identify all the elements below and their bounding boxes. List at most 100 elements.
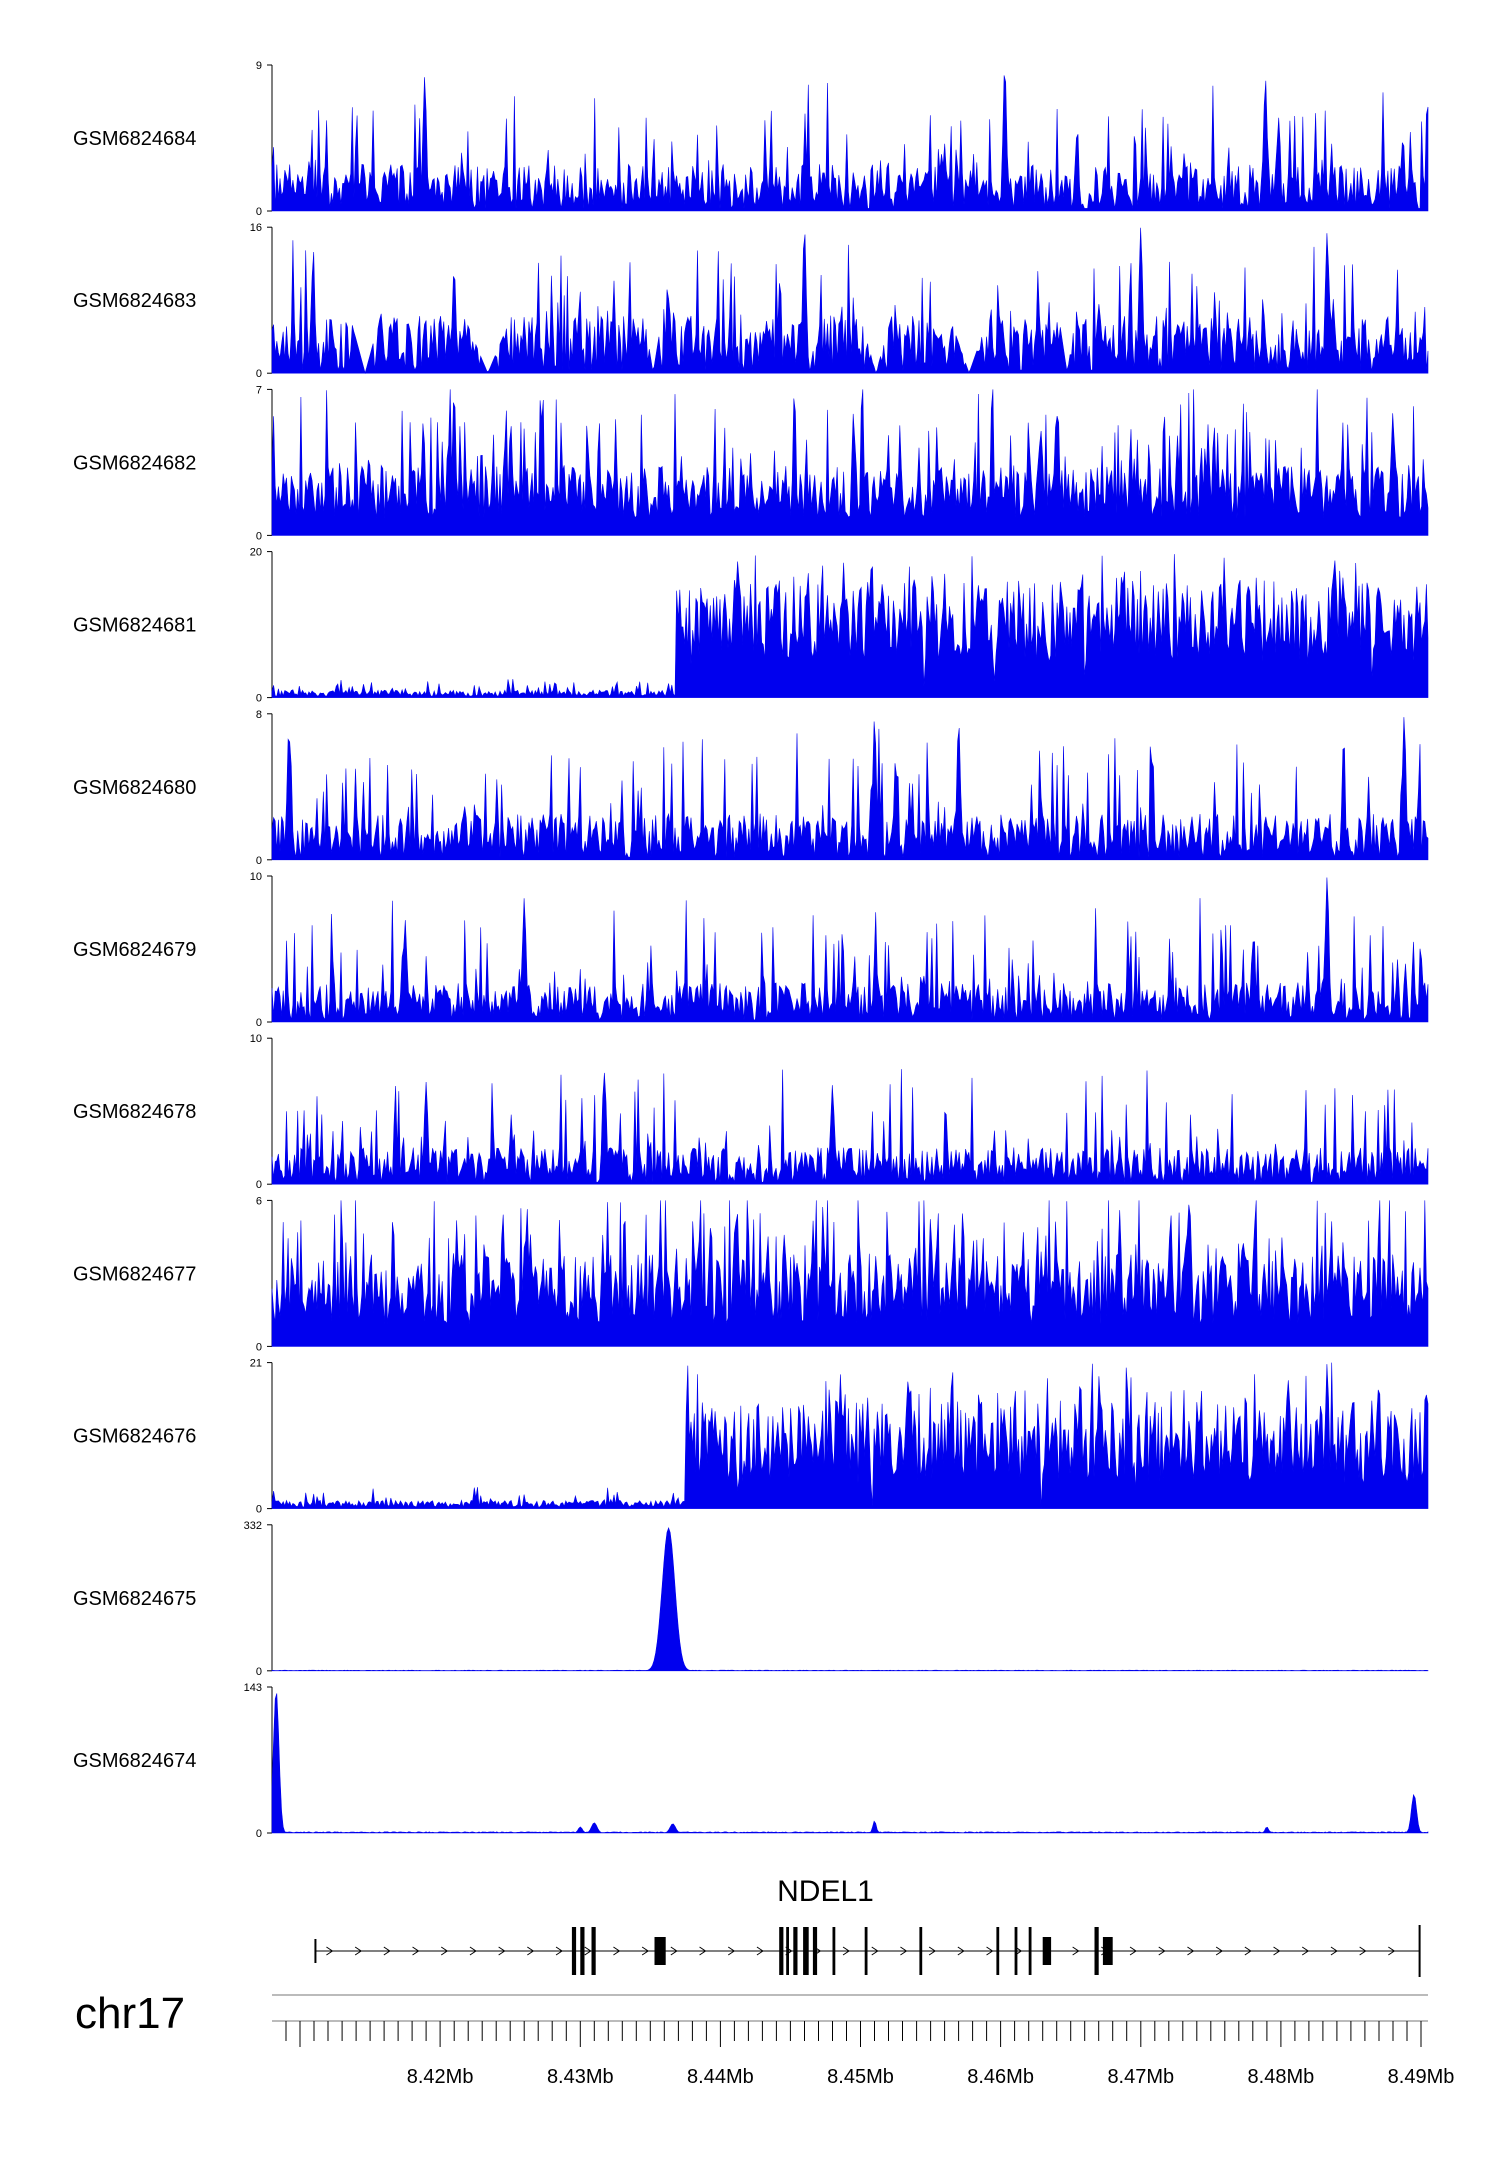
strand-arrow-icon — [527, 1946, 535, 1956]
track-label: GSM6824677 — [73, 1263, 196, 1285]
track-ymin-label: 0 — [256, 1504, 262, 1516]
track-ymin-label: 0 — [256, 1666, 262, 1678]
strand-arrow-icon — [1215, 1946, 1224, 1956]
gene-exon — [580, 1927, 585, 1975]
track-ymin-label: 0 — [256, 693, 262, 705]
strand-arrow-icon — [1129, 1946, 1137, 1956]
track-ymin-label: 0 — [256, 206, 262, 218]
axis-tick-label: 8.46Mb — [967, 2066, 1034, 2088]
track-ymax-label: 6 — [256, 1195, 262, 1207]
track-ymax-label: 10 — [250, 871, 262, 883]
track-GSM6824679: GSM6824679 10 0 — [73, 871, 1429, 1029]
gene-exon — [1094, 1927, 1099, 1975]
strand-arrow-icon — [1301, 1946, 1310, 1956]
coverage-area — [271, 1200, 1429, 1347]
strand-arrow-icon — [555, 1946, 563, 1956]
strand-arrow-icon — [900, 1946, 908, 1956]
strand-arrow-icon — [383, 1946, 391, 1956]
track-ymax-label: 16 — [250, 222, 262, 234]
strand-arrow-icon — [986, 1946, 994, 1956]
strand-arrow-icon — [412, 1946, 420, 1956]
coverage-area — [271, 717, 1429, 861]
axis-tick-label: 8.43Mb — [547, 2066, 614, 2088]
track-label: GSM6824679 — [73, 939, 196, 961]
strand-arrow-icon — [1359, 1946, 1367, 1956]
strand-arrow-icon — [670, 1946, 678, 1956]
track-GSM6824674: GSM6824674 143 0 — [73, 1682, 1429, 1840]
track-GSM6824680: GSM6824680 8 0 — [73, 709, 1429, 867]
coverage-tracks: GSM682468490GSM6824683160GSM682468270GSM… — [73, 60, 1429, 1840]
gene-exon — [1028, 1927, 1032, 1975]
coverage-area — [271, 554, 1429, 698]
strand-arrow-icon — [1244, 1946, 1252, 1956]
strand-arrow-icon — [613, 1946, 621, 1956]
track-ymax-label: 20 — [250, 547, 262, 559]
track-label: GSM6824680 — [73, 777, 196, 799]
track-GSM6824683: GSM6824683 16 0 — [73, 222, 1429, 380]
strand-arrow-icon — [498, 1946, 506, 1956]
track-ymax-label: 143 — [244, 1682, 262, 1694]
coverage-area — [271, 75, 1429, 212]
strand-arrow-icon — [1072, 1946, 1080, 1956]
gene-exon — [571, 1927, 577, 1975]
track-ymax-label: 21 — [250, 1358, 262, 1370]
strand-arrow-icon — [469, 1946, 477, 1956]
coverage-area — [271, 1526, 1429, 1672]
axis-tick-label: 8.44Mb — [687, 2066, 754, 2088]
chromosome-label: chr17 — [75, 1989, 185, 2038]
strand-arrow-icon — [1187, 1946, 1195, 1956]
track-GSM6824677: GSM6824677 6 0 — [73, 1195, 1429, 1353]
track-label: GSM6824676 — [73, 1426, 196, 1448]
strand-arrow-icon — [354, 1946, 363, 1956]
gene-exon — [1102, 1937, 1113, 1965]
strand-arrow-icon — [584, 1946, 592, 1956]
strand-arrow-icon — [957, 1946, 965, 1956]
track-label: GSM6824681 — [73, 615, 196, 637]
gene-exon — [779, 1927, 784, 1975]
gene-exon — [812, 1927, 818, 1975]
genomic-axis: chr17 8.42Mb 8.43Mb 8.44Mb 8.45Mb 8.46Mb 8.47… — [75, 1989, 1454, 2088]
strand-arrow-icon — [326, 1946, 334, 1956]
coverage-area — [271, 877, 1429, 1023]
track-GSM6824676: GSM6824676 21 0 — [73, 1358, 1429, 1516]
track-GSM6824678: GSM6824678 10 0 — [73, 1033, 1429, 1191]
axis-tick-label: 8.47Mb — [1107, 2066, 1174, 2088]
track-ymax-label: 7 — [256, 384, 262, 396]
strand-arrow-icon — [756, 1946, 764, 1956]
strand-arrow-icon — [699, 1946, 707, 1956]
strand-arrow-icon — [1330, 1946, 1338, 1956]
track-label: GSM6824682 — [73, 452, 196, 474]
track-GSM6824684: GSM6824684 9 0 — [73, 60, 1429, 218]
coverage-area — [271, 1362, 1429, 1509]
track-ymin-label: 0 — [256, 1828, 262, 1840]
gene-exon — [591, 1927, 596, 1975]
gene-name-ndel1: NDEL1 — [777, 1875, 874, 1908]
track-ymin-label: 0 — [256, 368, 262, 380]
track-label: GSM6824678 — [73, 1101, 196, 1123]
track-label: GSM6824675 — [73, 1588, 196, 1610]
axis-tick-label: 8.45Mb — [827, 2066, 894, 2088]
gene-exon — [786, 1927, 789, 1975]
gene-exon — [1014, 1927, 1018, 1975]
track-label: GSM6824674 — [73, 1750, 196, 1772]
track-ymin-label: 0 — [256, 530, 262, 542]
track-ymax-label: 8 — [256, 709, 262, 721]
track-ymax-label: 9 — [256, 60, 262, 72]
strand-arrow-icon — [842, 1946, 850, 1956]
gene-exon — [803, 1927, 809, 1975]
axis-tick-label: 8.48Mb — [1248, 2066, 1315, 2088]
track-ymax-label: 10 — [250, 1033, 262, 1045]
strand-arrow-icon — [871, 1946, 879, 1956]
track-ymax-label: 332 — [244, 1520, 262, 1532]
gene-exon — [864, 1927, 868, 1975]
track-GSM6824681: GSM6824681 20 0 — [73, 547, 1429, 705]
track-ymin-label: 0 — [256, 855, 262, 867]
axis-tick-label: 8.42Mb — [407, 2066, 474, 2088]
gene-exon — [996, 1927, 1000, 1975]
strand-arrow-icon — [727, 1946, 736, 1956]
strand-arrow-icon — [440, 1946, 449, 1956]
track-label: GSM6824684 — [73, 128, 196, 150]
axis-tick-label: 8.49Mb — [1388, 2066, 1455, 2088]
track-ymin-label: 0 — [256, 1179, 262, 1191]
strand-arrow-icon — [1388, 1946, 1396, 1956]
